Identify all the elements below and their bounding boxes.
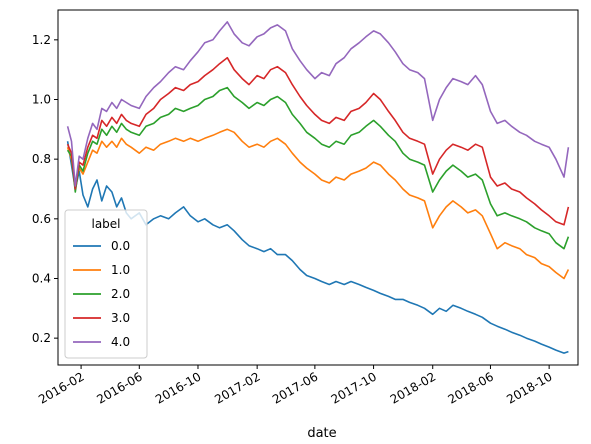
series-line-3.0: [66, 56, 570, 226]
x-tick-label: 2018-06: [446, 369, 496, 406]
x-tick-label: 2016-02: [36, 369, 86, 406]
series-line-4.0: [66, 21, 570, 187]
x-tick-label: 2016-06: [94, 369, 144, 406]
y-tick-label: 0.6: [32, 212, 51, 226]
x-tick-label: 2018-10: [504, 369, 554, 406]
y-tick-label: 1.2: [32, 33, 51, 47]
legend-label-2.0: 2.0: [111, 287, 130, 301]
legend-label-0.0: 0.0: [111, 239, 130, 253]
x-tick-label: 2017-02: [212, 369, 262, 406]
y-tick-label: 0.4: [32, 271, 51, 285]
series-line-2.0: [66, 86, 570, 250]
x-tick-label: 2017-06: [270, 369, 320, 406]
x-axis-title: date: [307, 426, 336, 441]
legend: label 0.0 1.0 2.0 3.0 4.0: [64, 209, 148, 359]
series-line-1.0: [66, 128, 570, 280]
y-axis: 0.2 0.4 0.6 0.8 1.0 1.2: [32, 33, 58, 345]
x-tick-label: 2018-02: [388, 369, 438, 406]
series-line-0.0: [66, 141, 569, 354]
legend-label-1.0: 1.0: [111, 263, 130, 277]
legend-box: [64, 209, 148, 359]
y-tick-label: 0.2: [32, 331, 51, 345]
series-layer: [66, 21, 570, 354]
legend-title: label: [91, 217, 120, 231]
legend-label-3.0: 3.0: [111, 311, 130, 325]
legend-items: 0.0 1.0 2.0 3.0 4.0: [73, 239, 130, 349]
x-tick-label: 2016-10: [153, 369, 203, 406]
y-tick-label: 1.0: [32, 92, 51, 106]
y-tick-label: 0.8: [32, 152, 51, 166]
x-tick-label: 2017-10: [329, 369, 379, 406]
x-axis: 2016-02 2016-06 2016-10 2017-02 2017-06 2017-…: [36, 365, 555, 407]
plot-frame: [57, 9, 579, 366]
legend-label-4.0: 4.0: [111, 335, 130, 349]
